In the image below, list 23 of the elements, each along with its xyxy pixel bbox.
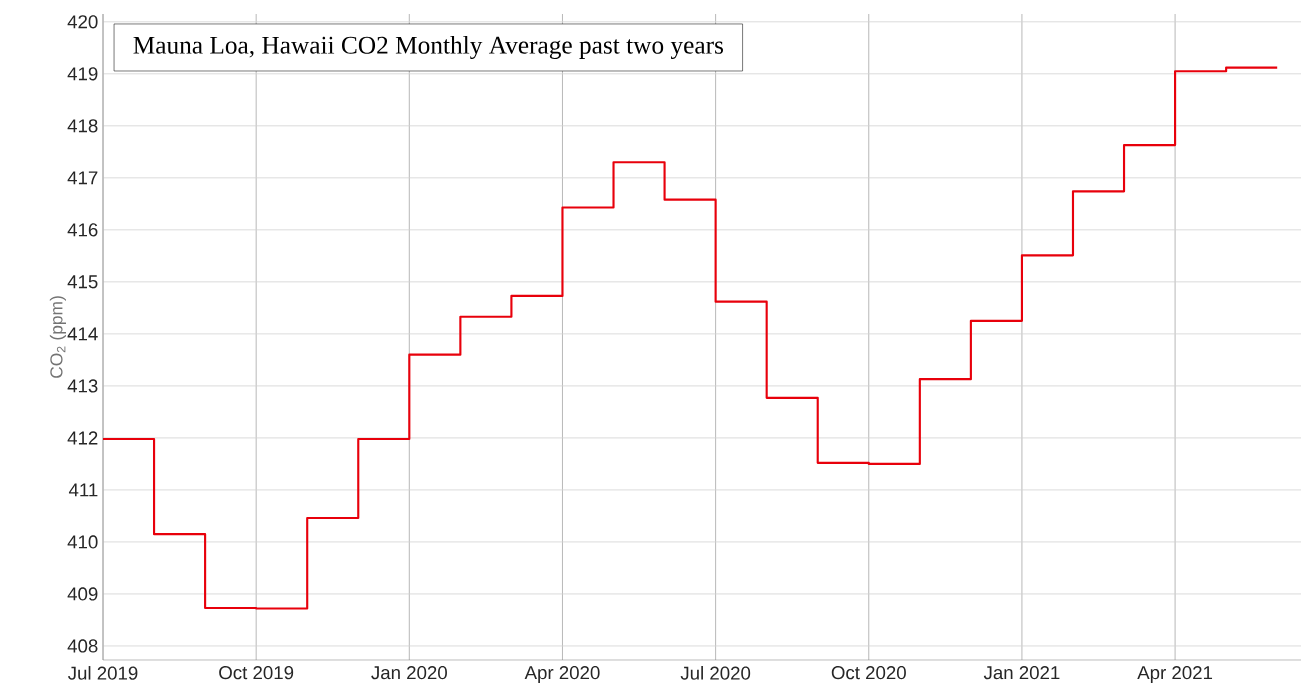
- x-tick-label: Jan 2020: [371, 666, 447, 680]
- x-tick-label: Jul 2019: [68, 666, 138, 680]
- x-tick-label: Apr 2020: [524, 666, 600, 683]
- y-tick-label: 408: [67, 639, 98, 653]
- y-tick-label: 410: [67, 535, 98, 549]
- text: Mauna Loa, Hawaii CO2 Monthly Average past two years: [133, 35, 724, 59]
- y-tick-label: 417: [67, 171, 98, 185]
- y-tick-label: 420: [67, 15, 98, 29]
- y-tick-label: 414: [67, 327, 98, 341]
- y-tick-label: 419: [67, 67, 98, 81]
- y-tick-label: 416: [67, 223, 98, 237]
- y-tick-label: 409: [67, 587, 98, 601]
- x-tick-label: Apr 2021: [1137, 666, 1213, 683]
- x-tick-label: Jan 2021: [983, 666, 1060, 680]
- y-tick-label: 411: [68, 483, 98, 497]
- x-tick-label: Oct 2020: [831, 666, 906, 680]
- y-tick-label: 413: [67, 379, 98, 393]
- y-tick-label: 412: [67, 431, 98, 445]
- x-tick-label: Jul 2020: [680, 666, 751, 680]
- x-tick-label: Oct 2019: [219, 666, 294, 680]
- y-tick-label: 415: [67, 275, 98, 289]
- y-axis-title: CO$_{2}$ (ppm): [49, 296, 66, 378]
- y-tick-label: 418: [67, 119, 98, 133]
